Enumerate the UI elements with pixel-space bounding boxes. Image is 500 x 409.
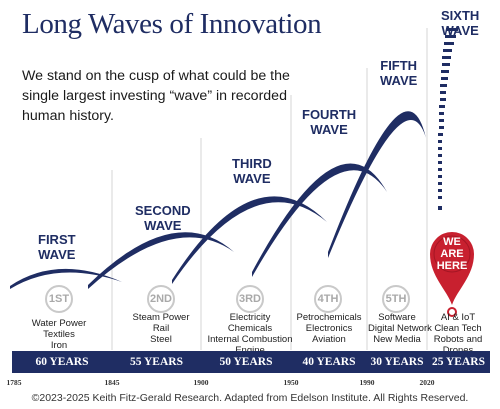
sixth-wave-duration: 25 YEARS	[432, 356, 485, 368]
third-wave-tech-list: Electricity Chemicals Internal Combustio…	[205, 312, 295, 356]
tech-item: Textiles	[43, 329, 75, 340]
fifth-wave-duration: 30 YEARS	[370, 356, 424, 368]
tech-item: AI & IoT	[440, 312, 476, 323]
first-wave-number-badge: 1ST	[45, 285, 73, 313]
sixth-wave-dashes	[438, 28, 458, 210]
third-wave-arc	[172, 196, 327, 284]
year-marker: 1990	[359, 378, 375, 387]
tech-item: Clean Tech	[434, 323, 482, 334]
tech-item: Engine	[205, 345, 295, 356]
year-marker: 1785	[6, 378, 22, 387]
first-wave-tech-list: Water Power Textiles Iron	[22, 318, 96, 351]
tech-item: Digital Network	[368, 323, 432, 334]
fifth-wave-label: FIFTH WAVE	[380, 58, 417, 88]
first-wave-label: FIRST WAVE	[38, 232, 76, 262]
fourth-wave-label: FOURTH WAVE	[302, 107, 356, 137]
wave-label-line: WAVE	[441, 23, 479, 38]
year-marker: 2020	[419, 378, 435, 387]
tech-item: Rail	[152, 323, 170, 334]
copyright-footer: ©2023-2025 Keith Fitz-Gerald Research. A…	[31, 392, 469, 404]
fifth-wave-tech-list: Software Digital Network New Media	[368, 312, 432, 345]
tech-item: Petrochemicals	[296, 312, 362, 323]
third-wave-label: THIRD WAVE	[232, 156, 272, 186]
tech-item: Water Power	[31, 318, 87, 329]
wave-label-line: THIRD	[232, 156, 272, 171]
second-wave-arc	[88, 232, 234, 289]
we-are-here-text: WE ARE HERE	[436, 236, 468, 272]
tech-item: Robots and	[433, 334, 483, 345]
wave-label-line: FIRST	[38, 232, 76, 247]
tech-item: Steam Power	[132, 312, 190, 323]
tech-item: Drones	[429, 345, 487, 356]
year-marker: 1950	[283, 378, 299, 387]
first-wave-arc	[10, 268, 122, 289]
wave-label-line: WAVE	[144, 218, 182, 233]
second-wave-tech-list: Steam Power Rail Steel	[124, 312, 198, 345]
pin-text-line: WE	[443, 236, 461, 248]
second-wave-label: SECOND WAVE	[135, 203, 191, 233]
years-bar	[12, 351, 490, 373]
second-wave-duration: 55 YEARS	[130, 356, 183, 368]
year-marker: 1900	[193, 378, 209, 387]
wave-label-line: SIXTH	[441, 8, 480, 23]
fifth-wave-number-badge: 5TH	[382, 285, 410, 313]
era-dividers	[111, 28, 428, 350]
fourth-wave-duration: 40 YEARS	[302, 356, 356, 368]
wave-label-line: WAVE	[38, 247, 76, 262]
pin-text-line: HERE	[436, 260, 468, 272]
tech-item: Iron	[50, 340, 68, 351]
wave-label-line: WAVE	[310, 122, 348, 137]
wave-label-line: FOURTH	[302, 107, 357, 122]
wave-label-line: WAVE	[233, 171, 271, 186]
tech-item: Internal Combustion	[207, 334, 293, 345]
wave-label-line: SECOND	[135, 203, 191, 218]
tech-item: Software	[378, 312, 416, 323]
second-wave-number-badge: 2ND	[147, 285, 175, 313]
we-are-here-pin	[430, 232, 474, 317]
tech-item: Electronics	[305, 323, 353, 334]
tech-item: Electricity	[229, 312, 271, 323]
fourth-wave-number-badge: 4TH	[314, 285, 342, 313]
sixth-wave-label: SIXTH WAVE	[441, 8, 479, 38]
wave-label-line: FIFTH	[380, 58, 418, 73]
page-title: Long Waves of Innovation	[22, 8, 322, 40]
tech-item: Aviation	[312, 334, 346, 345]
third-wave-duration: 50 YEARS	[219, 356, 273, 368]
fourth-wave-tech-list: Petrochemicals Electronics Aviation	[293, 312, 365, 345]
intro-text: We stand on the cusp of what could be th…	[22, 68, 290, 124]
fourth-wave-arc	[252, 163, 387, 277]
first-wave-duration: 60 YEARS	[35, 356, 89, 368]
tech-item: New Media	[373, 334, 421, 345]
pin-text-line: ARE	[440, 248, 464, 260]
tech-item: Steel	[150, 334, 172, 345]
sixth-wave-tech-list: AI & IoT Clean Tech Robots and Drones	[429, 312, 487, 356]
tech-item: Chemicals	[227, 323, 273, 334]
wave-label-line: WAVE	[380, 73, 418, 88]
third-wave-number-badge: 3RD	[236, 285, 264, 313]
year-marker: 1845	[104, 378, 120, 387]
